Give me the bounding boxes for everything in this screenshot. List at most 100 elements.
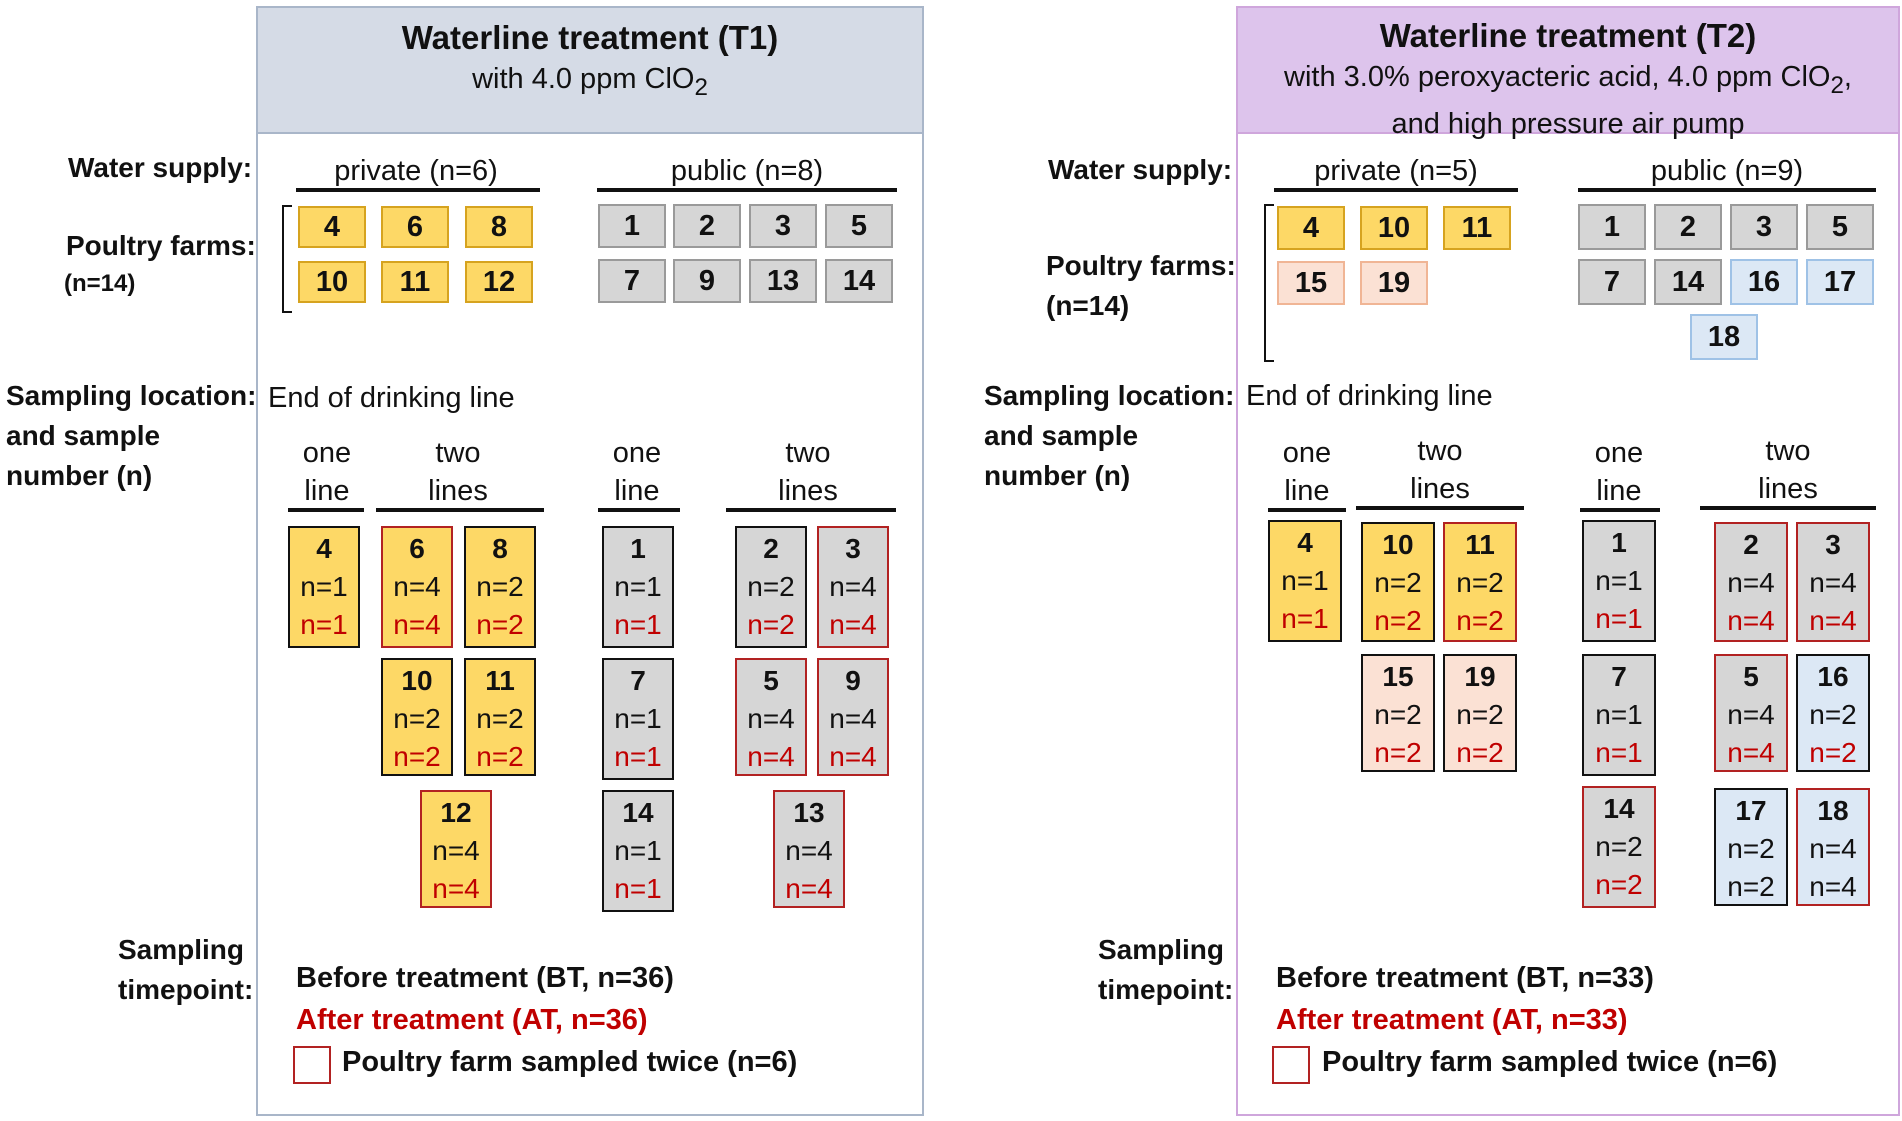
- t1-farm-6: 6: [381, 206, 449, 248]
- t2-farm-3: 3: [1730, 204, 1798, 250]
- t1-sample-11: 11 n=2 n=2: [464, 658, 536, 776]
- t2-farm-11: 11: [1443, 206, 1511, 250]
- t2-private-rule: [1274, 188, 1518, 192]
- t2-sample-17-bt: n=2: [1727, 833, 1775, 864]
- t1-two-lines-word1: two: [435, 437, 481, 469]
- t2-sample-17-at: n=2: [1727, 871, 1775, 902]
- t2-sample-4: 4 n=1 n=1: [1268, 520, 1342, 642]
- t2-sample-5: 5 n=4 n=4: [1714, 654, 1788, 772]
- t2-panel: Waterline treatment (T2) with 3.0% perox…: [1236, 6, 1900, 1116]
- t1-farms-count: (n=14): [64, 270, 136, 297]
- t2-farm-5: 5: [1806, 204, 1874, 250]
- t1-sample-14-at: n=1: [614, 873, 662, 904]
- t1-public-rule: [597, 188, 897, 192]
- t2-two-lines-rule: [1356, 506, 1524, 510]
- t1-sample-11-farm: 11: [485, 665, 515, 696]
- t1-sample-7-farm: 7: [630, 665, 646, 696]
- t2-subtitle2: and high pressure air pump: [1391, 107, 1745, 140]
- t2-sample-17-farm: 17: [1735, 795, 1767, 826]
- t2-farm-15: 15: [1277, 261, 1345, 305]
- t1-sample-13-bt: n=4: [785, 835, 833, 866]
- t1-private-header: private (n=6): [334, 155, 498, 187]
- t2-sample-2-at: n=4: [1727, 605, 1775, 636]
- t1-sample-8: 8 n=2 n=2: [464, 526, 536, 648]
- t2-sample-18-at: n=4: [1809, 871, 1857, 902]
- t1-sample-5-farm: 5: [763, 665, 779, 696]
- t2-sample-4-bt: n=1: [1281, 565, 1329, 596]
- t1-before-treatment: Before treatment (BT, n=36): [296, 962, 674, 994]
- t1-sampling-label-line2: and sample: [6, 420, 161, 451]
- t2-sample-18-bt: n=4: [1809, 833, 1857, 864]
- t1-two-lines-word2: lines: [428, 475, 488, 507]
- t1-sample-2-farm: 2: [763, 533, 779, 564]
- t1-sample-1-farm: 1: [630, 533, 646, 564]
- t2-after-treatment: After treatment (AT, n=33): [1276, 1004, 1628, 1036]
- t2-sample-11-at: n=2: [1456, 605, 1504, 636]
- t1-sample-3: 3 n=4 n=4: [817, 526, 889, 648]
- t2-sample-14-bt: n=2: [1595, 831, 1643, 862]
- t1-pub-two-lines-word2: lines: [778, 475, 838, 507]
- t2-sample-15: 15 n=2 n=2: [1361, 654, 1435, 772]
- t2-sample-1-farm: 1: [1611, 527, 1627, 558]
- t2-sample-17: 17 n=2 n=2: [1714, 788, 1788, 906]
- t1-timepoint-label-line2: timepoint:: [118, 974, 254, 1005]
- t1-panel: Waterline treatment (T1) with 4.0 ppm Cl…: [256, 6, 924, 1116]
- t2-sample-16-farm: 16: [1817, 661, 1849, 692]
- t2-sample-19-farm: 19: [1464, 661, 1496, 692]
- t1-sample-10-at: n=2: [393, 741, 441, 772]
- t1-pub-one-line-rule: [598, 508, 680, 512]
- t1-sample-10-bt: n=2: [393, 703, 441, 734]
- t1-sample-7-bt: n=1: [614, 703, 662, 734]
- t2-sample-19: 19 n=2 n=2: [1443, 654, 1517, 772]
- t2-farm-14: 14: [1654, 259, 1722, 305]
- t1-sample-12-at: n=4: [432, 873, 480, 904]
- t1-header: Waterline treatment (T1) with 4.0 ppm Cl…: [258, 8, 922, 134]
- t1-sample-4-at: n=1: [300, 609, 348, 640]
- t2-sample-3: 3 n=4 n=4: [1796, 522, 1870, 642]
- t2-sampling-label-line2: and sample: [984, 420, 1139, 451]
- t2-sampling-label-line3: number (n): [984, 460, 1131, 491]
- t1-one-line-word1: one: [302, 437, 352, 469]
- t2-sample-16-at: n=2: [1809, 737, 1857, 768]
- t1-subtitle: with 4.0 ppm ClO2: [472, 63, 708, 101]
- t1-location: End of drinking line: [268, 382, 515, 414]
- t1-sample-4-bt: n=1: [300, 571, 348, 602]
- t2-sample-14-farm: 14: [1603, 793, 1635, 824]
- t2-before-treatment: Before treatment (BT, n=33): [1276, 962, 1654, 994]
- t1-farm-3: 3: [749, 204, 817, 248]
- t1-sample-14: 14 n=1 n=1: [602, 790, 674, 912]
- t1-sample-8-at: n=2: [476, 609, 524, 640]
- t2-private-header: private (n=5): [1314, 155, 1478, 187]
- t1-sample-12-farm: 12: [440, 797, 472, 828]
- t1-sample-7-at: n=1: [614, 741, 662, 772]
- t2-pub-one-line-word1: one: [1594, 437, 1644, 469]
- t2-pub-one-line-word2: line: [1596, 475, 1642, 507]
- t1-pub-two-lines-header: two lines: [726, 434, 890, 510]
- t2-sample-11-bt: n=2: [1456, 567, 1504, 598]
- t1-sample-5-at: n=4: [747, 741, 795, 772]
- t2-sample-5-farm: 5: [1743, 661, 1759, 692]
- t2-pub-two-lines-header: two lines: [1700, 432, 1876, 508]
- t2-sample-5-at: n=4: [1727, 737, 1775, 768]
- t2-sample-10-farm: 10: [1382, 529, 1414, 560]
- t2-sample-5-bt: n=4: [1727, 699, 1775, 730]
- t1-sample-13-farm: 13: [793, 797, 825, 828]
- t2-farms-count: (n=14): [1046, 290, 1130, 321]
- t2-sampling-label-line1: Sampling location:: [984, 380, 1235, 411]
- t2-pub-one-line-rule: [1580, 508, 1660, 512]
- t2-subtitle: with 3.0% peroxyacteric acid, 4.0 ppm Cl…: [1284, 61, 1852, 99]
- t1-sample-6-farm: 6: [409, 533, 425, 564]
- t1-sample-10-farm: 10: [401, 665, 433, 696]
- t1-sample-8-bt: n=2: [476, 571, 524, 602]
- t1-farm-5: 5: [825, 204, 893, 248]
- t2-farms-brace: [1264, 204, 1274, 362]
- t1-timepoint-label-line1: Sampling: [118, 934, 245, 965]
- t2-sampling-label: Sampling location: and sample number (n): [984, 376, 1234, 496]
- t2-pub-two-lines-word1: two: [1765, 435, 1811, 467]
- t2-sample-16: 16 n=2 n=2: [1796, 654, 1870, 772]
- t1-sample-1: 1 n=1 n=1: [602, 526, 674, 648]
- t2-sample-15-farm: 15: [1382, 661, 1414, 692]
- t2-sample-18: 18 n=4 n=4: [1796, 788, 1870, 906]
- t1-water-supply-label: Water supply:: [68, 152, 253, 183]
- t1-farms-brace: [282, 205, 292, 313]
